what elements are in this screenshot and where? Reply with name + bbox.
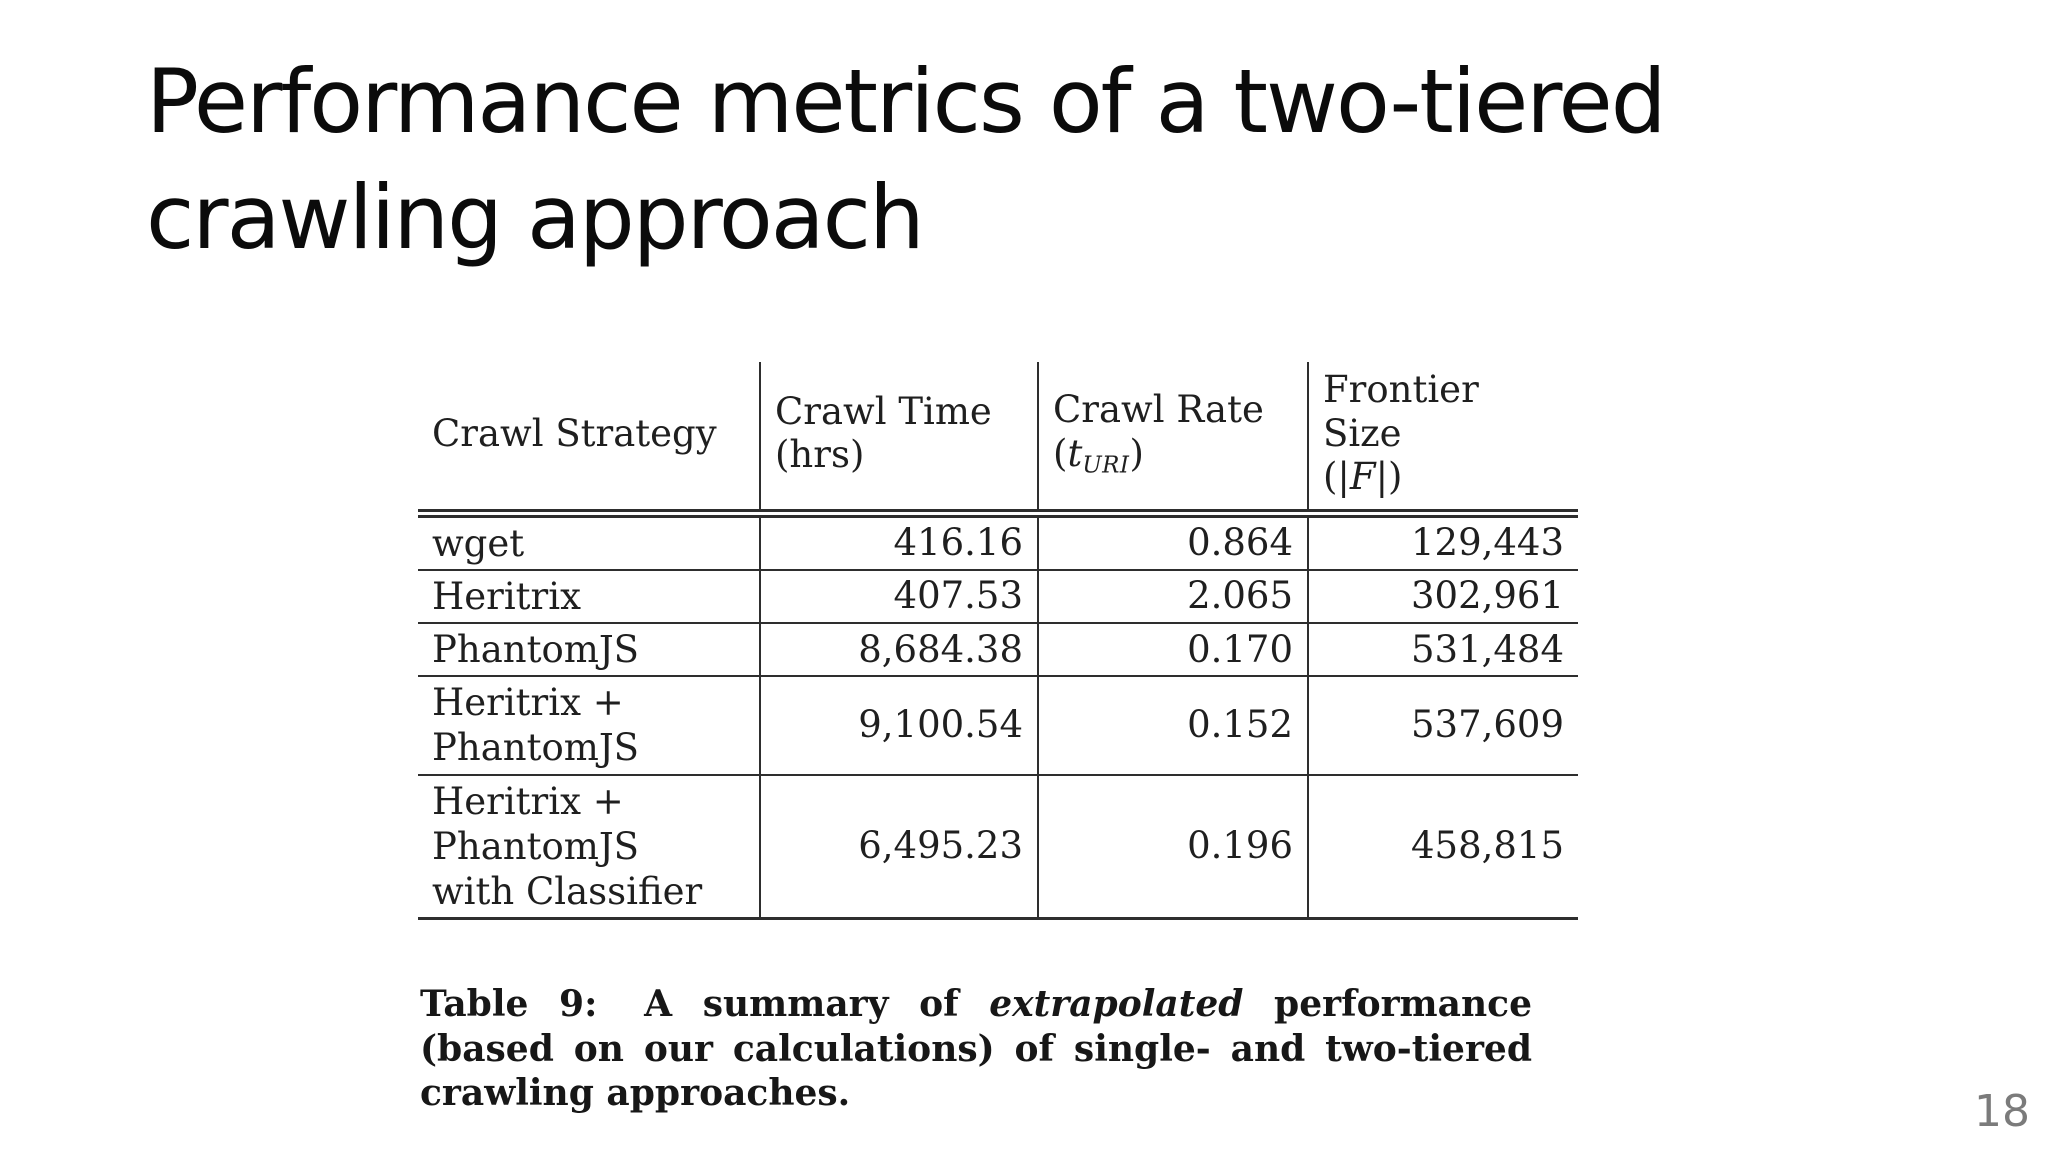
caption-text: A summary of [644,982,959,1025]
cell-crawl-time: 416.16 [759,513,1038,571]
header-line: Crawl Time [775,389,992,433]
paren: ( [1053,431,1068,475]
math-var-f: F [1349,455,1376,499]
caption-italic-word: extrapolated [989,982,1244,1025]
page-number: 18 [1974,1086,2030,1137]
cell-crawl-time: 6,495.23 [759,773,1038,919]
col-header-crawl-rate: Crawl Rate (tURI) [1037,362,1308,518]
cell-crawl-time: 407.53 [759,569,1038,624]
cell-frontier-size: 537,609 [1307,675,1578,775]
table-row: PhantomJS 8,684.38 0.170 531,484 [418,622,1578,677]
cell-strategy: PhantomJS [418,622,760,677]
cell-crawl-rate: 0.864 [1037,513,1308,571]
table-row: wget 416.16 0.864 129,443 [418,513,1578,571]
math-var-t: t [1067,431,1083,475]
cell-strategy: Heritrix + PhantomJS [418,675,760,775]
cell-frontier-size: 458,815 [1307,773,1578,919]
header-line: (hrs) [775,433,865,477]
table-row: Heritrix + PhantomJS with Classifier 6,4… [418,773,1578,919]
cell-crawl-rate: 2.065 [1037,569,1308,624]
cell-crawl-rate: 0.196 [1037,773,1308,919]
header-line-math: (|F|) [1323,455,1564,499]
cell-crawl-time: 8,684.38 [759,622,1038,677]
col-header-crawl-strategy: Crawl Strategy [418,362,760,518]
cell-crawl-time: 9,100.54 [759,675,1038,775]
table-row: Heritrix + PhantomJS 9,100.54 0.152 537,… [418,675,1578,775]
table-header-row: Crawl Strategy Crawl Time (hrs) Crawl Ra… [418,362,1578,518]
caption-line: (based on our calculations) of single- a… [420,1027,1532,1070]
math-subscript-uri: URI [1082,451,1130,478]
cell-strategy: Heritrix [418,569,760,624]
cell-frontier-size: 129,443 [1307,513,1578,571]
cell-frontier-size: 302,961 [1307,569,1578,624]
paren: (| [1323,455,1350,499]
performance-table: Crawl Strategy Crawl Time (hrs) Crawl Ra… [418,362,1578,920]
paren: |) [1375,455,1403,499]
table-row: Heritrix 407.53 2.065 302,961 [418,569,1578,624]
caption-text: performance [1274,982,1532,1025]
cell-strategy: wget [432,521,525,565]
cell-strategy: Heritrix + PhantomJS with Classifier [418,773,760,919]
header-line-math: (tURI) [1053,432,1293,479]
caption-line: Table 9: A summary of extrapolated perfo… [420,982,1532,1027]
header-line: Frontier Size [1323,368,1479,455]
col-header-frontier-size: Frontier Size (|F|) [1307,362,1578,518]
header-line: Crawl Rate [1053,387,1264,431]
cell-frontier-size: 531,484 [1307,622,1578,677]
caption-label: Table 9: [420,982,598,1025]
cell-crawl-rate: 0.152 [1037,675,1308,775]
caption-line: crawling approaches. [420,1072,851,1115]
slide-title: Performance metrics of a two-tiered craw… [146,50,1667,270]
paren: ) [1129,431,1144,475]
table-caption: Table 9: A summary of extrapolated perfo… [420,982,1532,1116]
table-figure: Crawl Strategy Crawl Time (hrs) Crawl Ra… [418,362,1582,1116]
col-header-crawl-time: Crawl Time (hrs) [759,362,1038,518]
cell-crawl-rate: 0.170 [1037,622,1308,677]
